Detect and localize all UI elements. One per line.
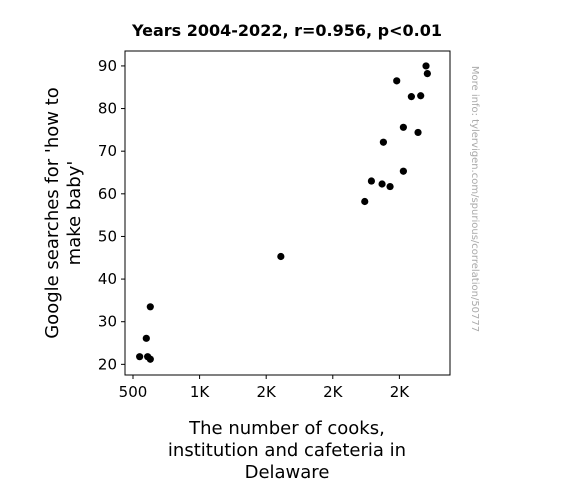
x-tick-label: 2K [323,383,344,401]
data-point [367,177,376,185]
data-point [423,69,431,78]
data-point [422,62,430,70]
data-point [146,303,154,311]
data-point [407,93,415,101]
data-point [414,128,422,137]
x-tick-label: 2K [390,383,411,401]
x-axis-label-line: Delaware [245,462,330,483]
y-axis-label: Google searches for 'how to make baby' [42,87,85,339]
plot-frame [124,50,451,376]
x-axis-label-line: institution and cafeteria in [168,440,406,461]
data-point [378,180,386,188]
y-tick-label: 30 [98,313,117,331]
data-point [361,197,369,206]
data-point [379,138,388,146]
axis-ticks: 500 1K 2K 2K 2K 20 30 40 50 60 70 80 90 [98,57,410,401]
x-tick-label: 2K [256,383,277,401]
chart-title: Years 2004-2022, r=0.956, p<0.01 [131,21,442,40]
data-points [136,62,431,363]
x-tick-label: 500 [119,383,148,401]
data-point [399,167,407,175]
x-axis-label: The number of cooks,institution and cafe… [168,418,406,483]
y-tick-label: 80 [98,100,117,118]
data-point [399,123,407,131]
data-point [417,92,425,100]
y-tick-label: 50 [98,227,117,245]
x-tick-label: 1K [190,383,211,401]
data-point [146,355,154,363]
data-point [136,353,144,361]
data-point [142,334,150,342]
y-axis-label-line: make baby' [64,161,85,266]
y-tick-label: 60 [98,185,117,203]
y-axis-label-line: Google searches for 'how to [42,87,63,339]
x-axis-label-line: The number of cooks, [188,418,385,439]
side-note: More info: tylervigen.com/spurious/corre… [469,66,480,332]
y-tick-label: 20 [98,355,117,373]
data-point [393,77,401,85]
y-tick-label: 70 [98,142,117,160]
data-point [386,182,394,191]
data-point [277,252,285,261]
y-tick-label: 90 [98,57,117,75]
y-tick-label: 40 [98,270,117,288]
